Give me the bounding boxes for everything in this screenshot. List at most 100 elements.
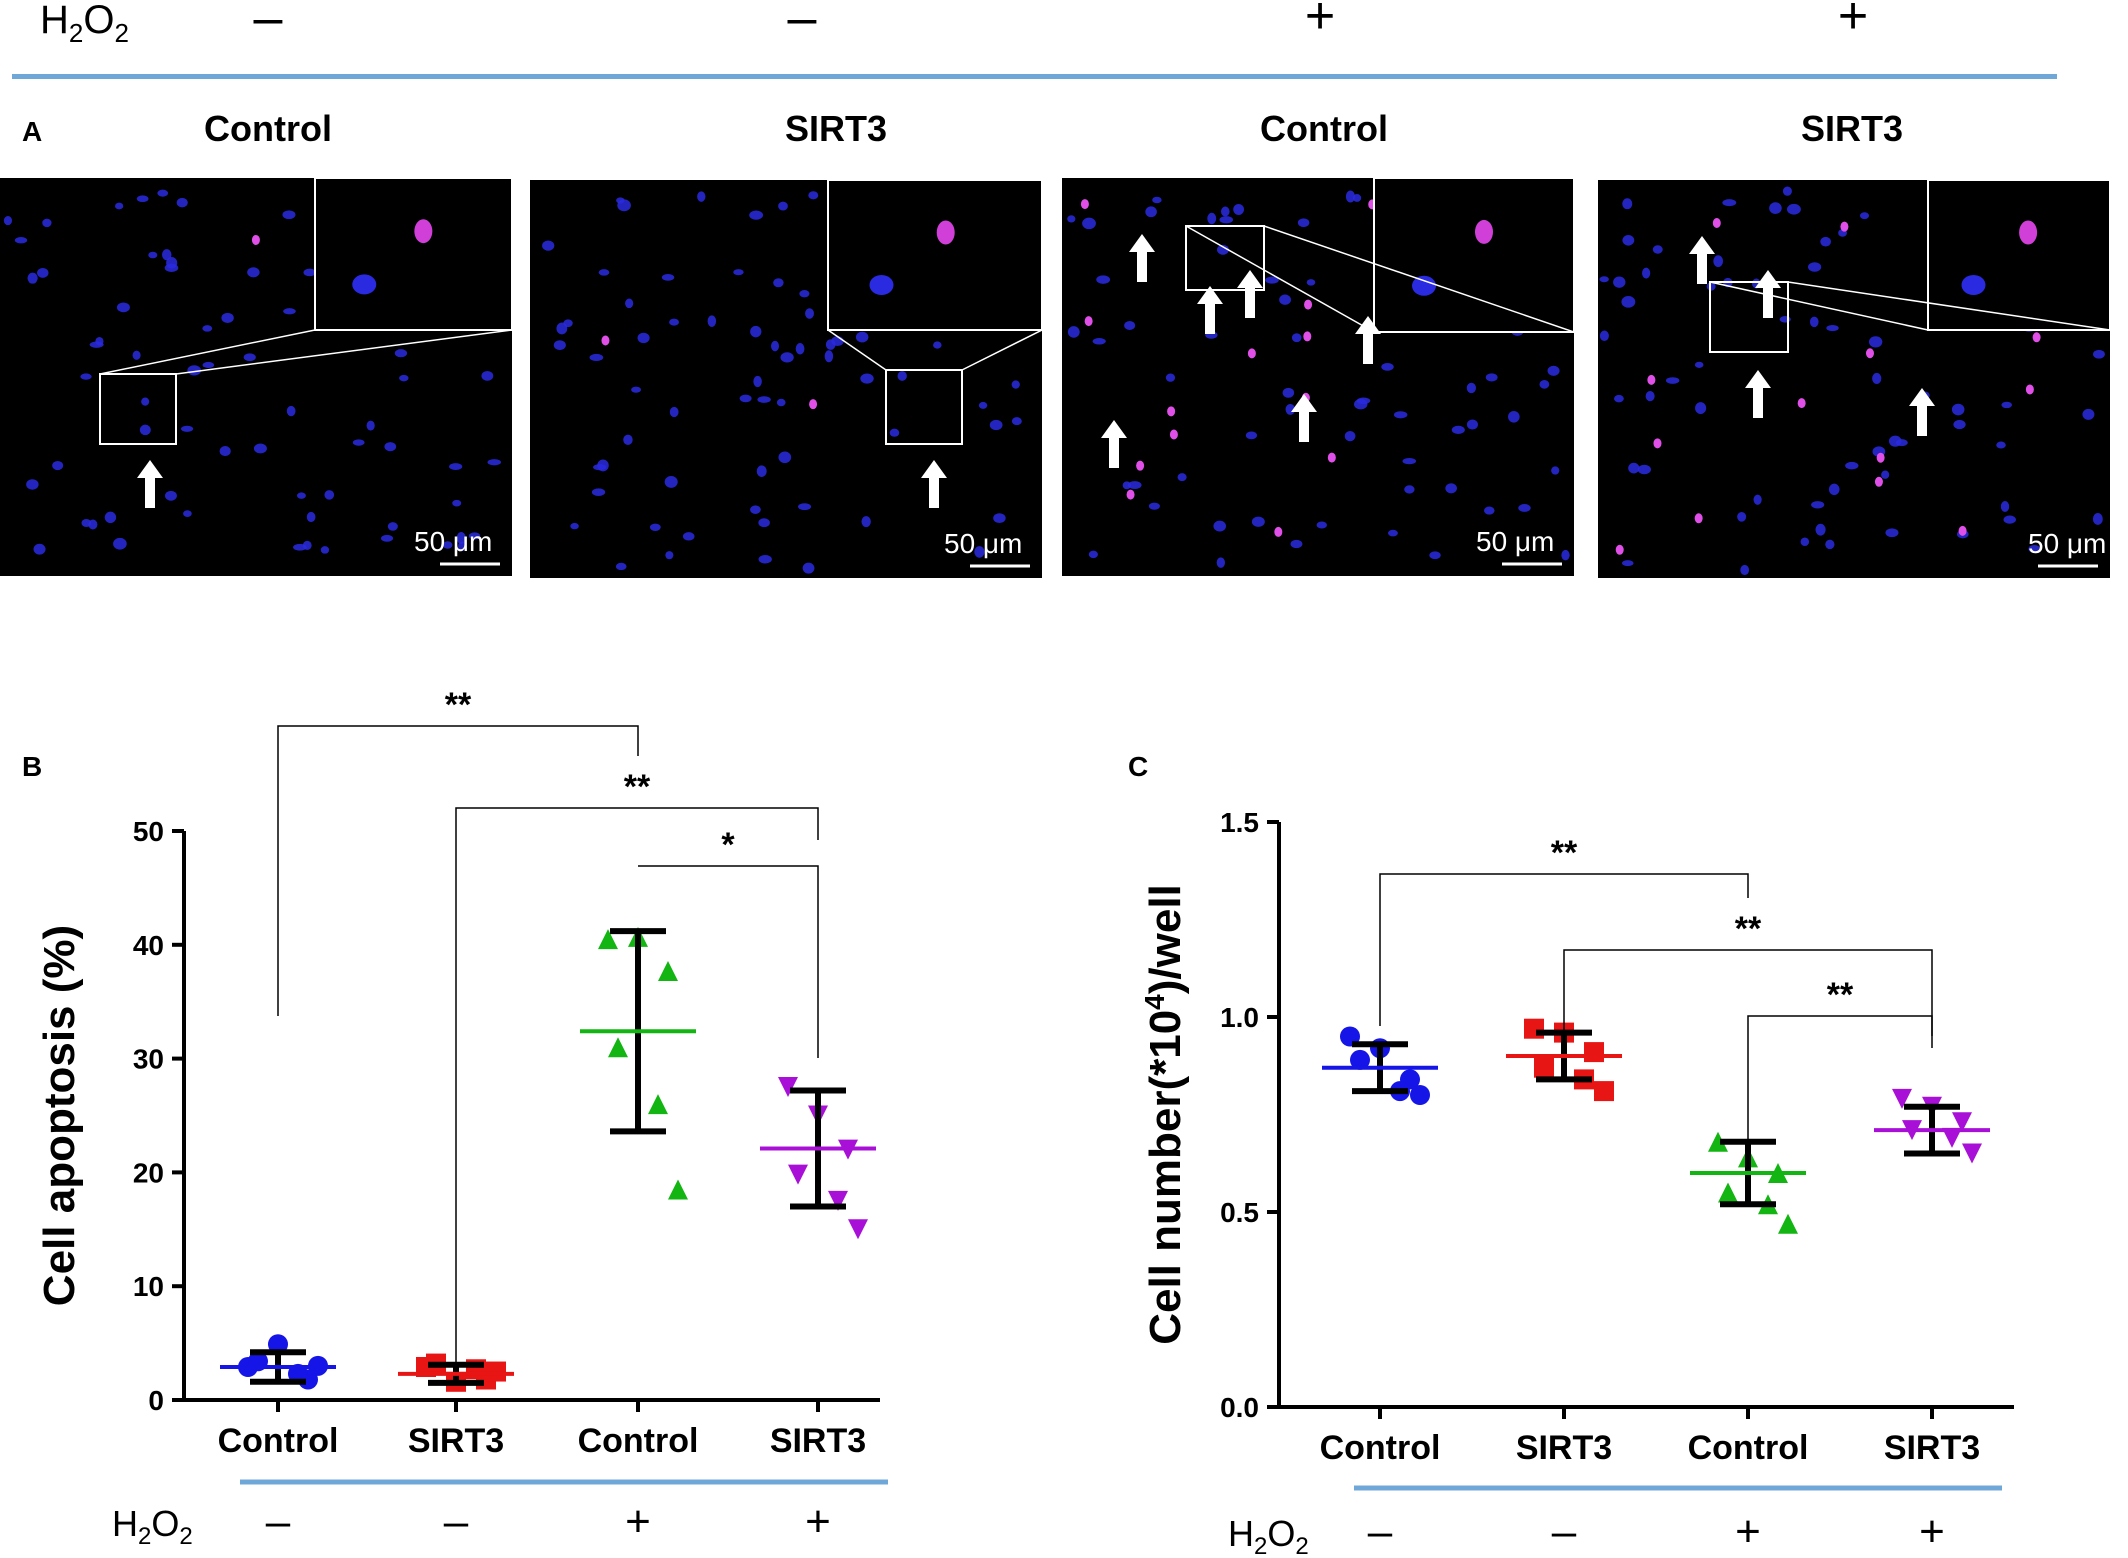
nucleus: [324, 490, 335, 500]
nucleus: [733, 269, 744, 276]
scale-bar-label-4: 50 μm: [2028, 528, 2107, 559]
h2o2-sign: +: [805, 1497, 831, 1546]
h2o2-sign: –: [1552, 1507, 1577, 1556]
nucleus: [2001, 401, 2013, 409]
nucleus: [187, 365, 202, 376]
nucleus: [1233, 203, 1244, 215]
significance-label: *: [721, 826, 735, 864]
arrow-head: [921, 460, 947, 478]
roi-box: [1185, 225, 1265, 291]
nucleus: [1539, 379, 1550, 389]
nucleus: [669, 318, 680, 326]
nucleus: [1096, 275, 1111, 284]
data-point: [648, 1094, 668, 1115]
y-tick-label: 40: [133, 930, 164, 961]
nucleus: [989, 419, 1003, 431]
nucleus: [1614, 394, 1624, 403]
zoom-line: [1185, 225, 1375, 333]
nucleus: [889, 428, 900, 437]
nucleus: [805, 308, 814, 319]
nucleus: [1067, 215, 1076, 223]
top-sign-1: –: [253, 0, 283, 47]
nucleus: [176, 197, 188, 208]
nucleus: [1786, 203, 1801, 215]
apoptotic-nucleus: [1958, 525, 1967, 536]
arrow-shaft: [1697, 250, 1707, 284]
nucleus: [739, 394, 752, 403]
nucleus: [1484, 506, 1495, 515]
significance-bracket: [455, 807, 819, 1372]
nucleus: [757, 396, 771, 403]
nucleus: [1885, 528, 1899, 538]
nucleus: [758, 518, 770, 528]
nucleus: [707, 315, 717, 327]
zoom-line: [175, 329, 512, 375]
nucleus: [1285, 403, 1296, 415]
nucleus: [80, 373, 92, 380]
nucleus: [1820, 236, 1831, 247]
data-point: [1892, 1088, 1912, 1109]
inset-frame: [314, 178, 512, 331]
nucleus: [442, 541, 453, 549]
nucleus: [1951, 403, 1965, 416]
nucleus: [855, 331, 869, 343]
nucleus: [993, 513, 1006, 524]
nucleus: [1011, 417, 1022, 426]
panel-a-title-4: SIRT3: [1800, 108, 1904, 149]
nucleus: [1888, 435, 1902, 447]
nucleus: [1561, 549, 1570, 561]
arrow-head: [1291, 394, 1317, 412]
inset-frame: [1927, 180, 2110, 331]
data-point: [1410, 1085, 1430, 1105]
h2o2-sign: +: [625, 1497, 651, 1546]
nucleus: [1177, 473, 1187, 482]
arrow-head: [1909, 388, 1935, 406]
zoom-line: [99, 329, 316, 375]
data-point: [658, 960, 678, 981]
y-tick-label: 0.0: [1220, 1392, 1259, 1423]
h2o2-label: H2O2: [112, 1503, 193, 1550]
nucleus: [978, 401, 988, 409]
scale-bar-label-3: 50 μm: [1476, 526, 1555, 557]
micrograph-4: [1598, 180, 2110, 578]
nucleus: [1316, 521, 1328, 529]
nucleus: [1599, 276, 1609, 283]
nucleus: [52, 460, 64, 471]
nucleus: [1485, 373, 1498, 382]
h2o2-sign: +: [1735, 1507, 1761, 1556]
nucleus: [116, 302, 130, 313]
nucleus: [180, 425, 194, 432]
significance-bracket: [1563, 949, 1933, 1052]
nucleus: [1800, 537, 1810, 547]
nucleus: [14, 237, 28, 244]
nucleus: [27, 272, 38, 284]
significance-bracket: [277, 725, 639, 1016]
nucleus: [1825, 539, 1835, 550]
nucleus: [1124, 320, 1136, 331]
nucleus: [487, 459, 502, 466]
nucleus: [556, 322, 568, 335]
nucleus: [1207, 212, 1217, 225]
significance-bracket: [1379, 873, 1749, 1026]
nucleus: [1722, 199, 1737, 207]
nucleus: [113, 537, 127, 550]
data-point: [778, 1077, 798, 1098]
nucleus: [1216, 557, 1226, 568]
data-point: [668, 1179, 688, 1200]
roi-box: [99, 373, 177, 445]
nucleus: [247, 267, 260, 278]
nucleus: [665, 551, 674, 560]
nucleus: [114, 202, 124, 210]
nucleus: [141, 397, 150, 406]
nucleus: [1213, 520, 1227, 532]
nucleus: [452, 499, 462, 507]
data-point: [1718, 1182, 1738, 1203]
nucleus: [1860, 212, 1870, 220]
nucleus: [1551, 466, 1560, 475]
inset-nucleus: [352, 274, 377, 295]
data-point: [1962, 1143, 1982, 1164]
apoptotic-nucleus: [1247, 348, 1256, 359]
nucleus: [1652, 245, 1663, 254]
nucleus: [1092, 338, 1106, 345]
h2o2-sign: +: [1919, 1507, 1945, 1556]
